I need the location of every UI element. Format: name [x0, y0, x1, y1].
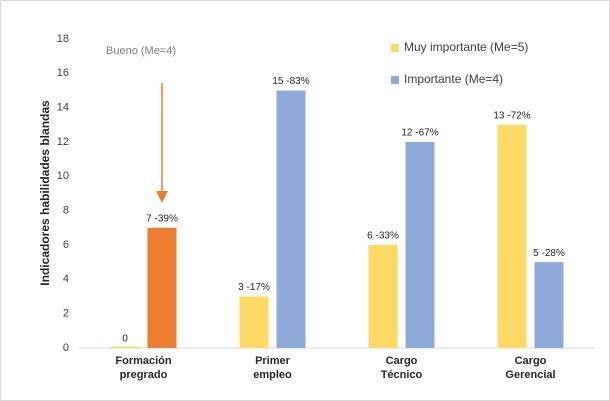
- y-tick-label: 16: [57, 67, 69, 79]
- y-tick-label: 4: [63, 273, 69, 285]
- legend-swatch: [391, 76, 399, 84]
- y-tick-label: 12: [57, 136, 69, 148]
- value-label: 12 -67%: [401, 128, 438, 139]
- x-tick-label: Cargo Técnico: [380, 355, 423, 381]
- bar: [497, 124, 527, 348]
- legend-label: Importante (Me=4): [404, 72, 503, 86]
- value-label: 7 -39%: [146, 213, 178, 224]
- value-label: 13 -72%: [493, 110, 530, 121]
- bar: [110, 346, 140, 348]
- y-tick-label: 6: [63, 239, 69, 251]
- y-axis-label: Indicadores habilidades blandas: [38, 100, 52, 286]
- bar: [534, 262, 564, 348]
- y-tick-label: 10: [57, 170, 69, 182]
- value-label: 3 -17%: [238, 282, 270, 293]
- y-tick-label: 8: [63, 205, 69, 217]
- y-tick-label: 2: [63, 308, 69, 320]
- bar: [276, 90, 306, 348]
- annotation: Bueno (Me=4): [106, 45, 176, 57]
- legend-swatch: [391, 44, 399, 52]
- value-label: 5 -28%: [533, 248, 565, 259]
- value-label: 6 -33%: [367, 231, 399, 242]
- value-label: 15 -83%: [272, 76, 309, 87]
- y-tick-label: 0: [63, 342, 69, 354]
- y-tick-label: 18: [57, 33, 69, 45]
- y-tick-label: 14: [57, 102, 69, 114]
- bar: [147, 227, 177, 348]
- legend-label: Muy importante (Me=5): [404, 40, 528, 54]
- bar: [405, 142, 435, 348]
- bar: [239, 296, 269, 348]
- x-tick-label: Primer empleo: [253, 355, 292, 381]
- x-tick-label: Cargo Gerencial: [505, 355, 556, 381]
- value-label: 0: [122, 334, 128, 345]
- bar: [368, 245, 398, 348]
- x-tick-label: Formación pregrado: [115, 355, 172, 381]
